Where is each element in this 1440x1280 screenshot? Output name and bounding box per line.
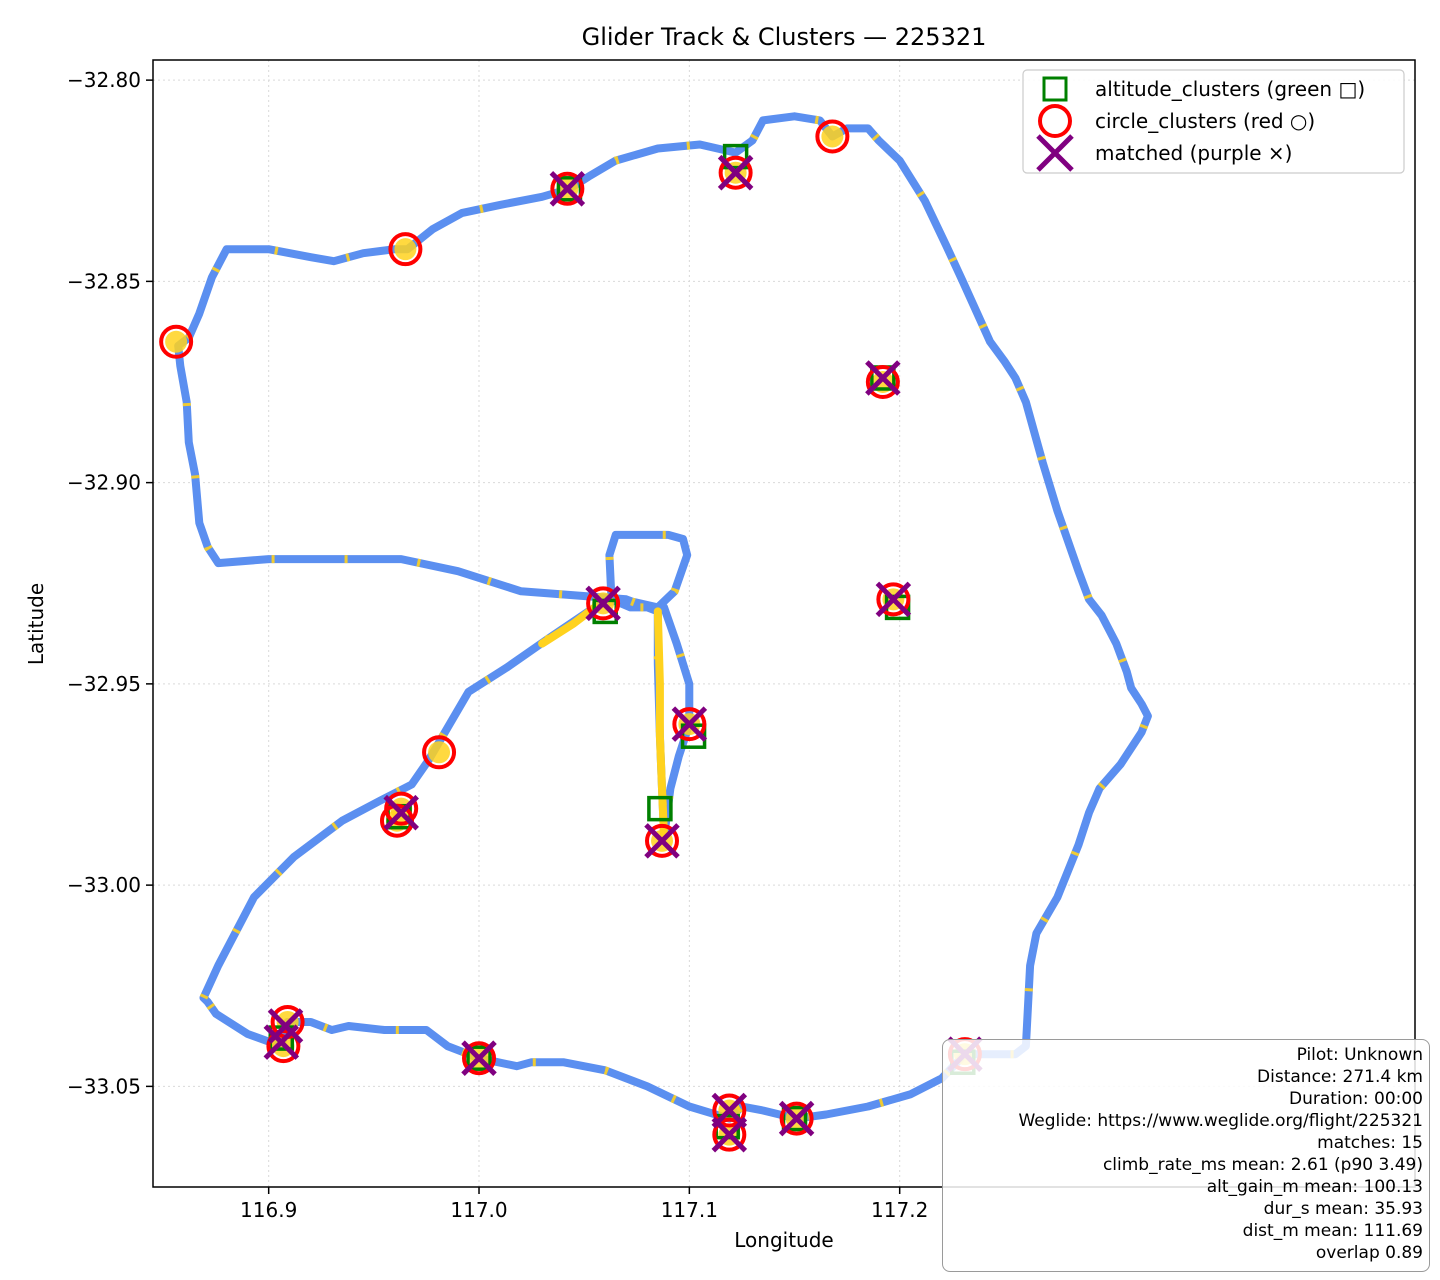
circle-cluster-marker (712, 1117, 747, 1152)
matched-marker (383, 794, 419, 831)
circle-cluster-marker (645, 823, 680, 858)
matched-marker (865, 360, 901, 396)
legend: altitude_clusters (green □) circle_clust… (1022, 69, 1405, 174)
y-tick-label: −32.85 (67, 269, 141, 293)
circle-cluster-marker (672, 707, 707, 742)
circle-cluster-marker (876, 582, 911, 617)
thermal-fleck (394, 238, 417, 261)
x-axis-label: Longitude (734, 1228, 833, 1252)
circle-cluster-marker (712, 1093, 747, 1128)
circle-cluster-marker (815, 119, 850, 154)
flight-info-box: Pilot: Unknown Distance: 271.4 km Durati… (942, 1039, 1430, 1272)
circle-cluster-marker (422, 735, 457, 770)
info-distance: Distance: 271.4 km (1257, 1067, 1423, 1087)
y-tick-label: −32.90 (67, 471, 141, 495)
altitude-cluster-marker (722, 143, 749, 170)
legend-altitude-label: altitude_clusters (green □) (1095, 77, 1365, 101)
x-tick-label: 116.9 (240, 1198, 297, 1222)
matched-marker (267, 1008, 304, 1044)
info-weglide-link[interactable]: Weglide: https://www.weglide.org/flight/… (1018, 1111, 1423, 1131)
y-tick-label: −32.95 (67, 672, 141, 696)
matched-marker (717, 154, 754, 191)
altitude-cluster-marker (647, 795, 673, 822)
matched-marker (585, 585, 621, 622)
x-tick-label: 117.1 (661, 1198, 718, 1222)
legend-frame (1022, 69, 1405, 174)
circle-cluster-marker (550, 171, 585, 206)
circle-cluster-marker (159, 324, 194, 359)
y-tick-label: −33.05 (67, 1074, 141, 1098)
y-tick-label: −33.00 (67, 873, 141, 897)
plot-frame (152, 59, 1416, 1188)
y-tick-label: −32.80 (67, 68, 141, 92)
circle-cluster-marker (586, 586, 621, 621)
info-overlap: overlap 0.89 (1315, 1243, 1423, 1263)
thermal-fleck (821, 125, 844, 148)
axes: 116.9 117.0 117.1 117.2 −32.80 −32.85 −32.90 −3… (67, 68, 928, 1222)
info-alt-gain: alt_gain_m mean: 100.13 (1206, 1177, 1423, 1197)
y-axis-label: Latitude (24, 583, 48, 665)
legend-circle-label: circle_clusters (red ○) (1095, 109, 1315, 133)
info-duration: Duration: 00:00 (1289, 1089, 1423, 1109)
thermal-fleck (165, 330, 188, 353)
info-duration-mean: dur_s mean: 35.93 (1263, 1199, 1423, 1219)
circle-cluster-marker (865, 365, 900, 399)
x-tick-label: 117.0 (450, 1198, 507, 1222)
altitude-cluster-marker (466, 1045, 492, 1071)
thermal-fleck (428, 741, 451, 764)
legend-matched-marker (1036, 134, 1074, 172)
info-pilot: Pilot: Unknown (1296, 1045, 1423, 1065)
cluster-markers (159, 119, 983, 1153)
circle-cluster-marker (718, 155, 753, 190)
legend-matched-label: matched (purple ×) (1095, 141, 1292, 165)
info-distance-mean: dist_m mean: 111.69 (1242, 1221, 1423, 1241)
info-climb-rate: climb_rate_ms mean: 2.61 (p90 3.49) (1102, 1155, 1423, 1175)
info-matches: matches: 15 (1317, 1133, 1423, 1153)
matched-marker (671, 706, 708, 742)
track-climb-segment (538, 603, 599, 648)
matched-marker (875, 581, 912, 618)
circle-cluster-marker (462, 1041, 497, 1076)
matched-marker (549, 171, 586, 207)
legend-circle-marker (1038, 104, 1072, 138)
legend-altitude-marker (1042, 76, 1068, 102)
circle-cluster-marker (388, 232, 423, 267)
matched-marker (778, 1100, 815, 1137)
matched-marker (644, 823, 680, 859)
matched-marker (711, 1116, 748, 1153)
track-climb-segment (653, 607, 669, 841)
x-tick-label: 117.2 (871, 1198, 928, 1222)
chart-title: Glider Track & Clusters — 225321 (582, 23, 987, 51)
circle-cluster-marker (779, 1101, 814, 1136)
matched-marker (461, 1040, 497, 1076)
